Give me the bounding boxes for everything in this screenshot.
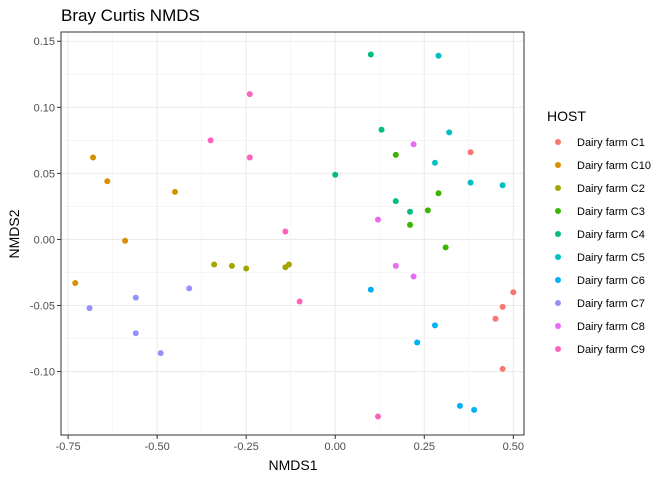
legend-label: Dairy farm C7 [577,298,645,310]
legend-label: Dairy farm C8 [577,321,645,333]
legend-label: Dairy farm C3 [577,206,645,218]
data-point [499,365,506,372]
data-point [296,298,303,305]
plot-panel [61,32,524,435]
data-point [499,182,506,189]
legend-label: Dairy farm C5 [577,252,645,264]
legend-key [555,208,561,214]
legend-label: Dairy farm C4 [577,229,645,241]
legend-title: HOST [547,108,586,124]
data-point [456,402,463,409]
data-point [243,265,250,272]
legend-key [555,277,561,283]
y-tick-label: 0.05 [34,168,55,180]
data-point [414,339,421,346]
data-point [510,289,517,296]
legend-key [555,323,561,329]
data-point [392,151,399,158]
data-point [392,262,399,269]
data-point [492,315,499,322]
y-tick-label: -0.10 [30,367,55,379]
legend-label: Dairy farm C10 [577,160,651,172]
legend-label: Dairy farm C9 [577,344,645,356]
x-axis-label: NMDS1 [268,457,317,473]
y-axis-label: NMDS2 [6,209,22,258]
data-point [86,305,93,312]
data-point [207,137,214,144]
plot-border [60,31,525,436]
legend-key [555,346,561,352]
legend-label: Dairy farm C1 [577,137,645,149]
legend-key [555,231,561,237]
x-tick-label: -0.50 [145,441,170,453]
y-tick-label: 0.00 [34,234,55,246]
y-tick-label: 0.10 [34,102,55,114]
data-point [104,178,111,185]
legend-key [555,162,561,168]
data-point [211,261,218,268]
data-point [171,188,178,195]
data-point [431,322,438,329]
x-tick-label: -0.75 [56,441,81,453]
data-point [435,190,442,197]
data-point [424,207,431,214]
legend-key [555,139,561,145]
data-point [246,91,253,98]
data-point [378,126,385,133]
x-tick-label: 0.50 [503,441,524,453]
data-point [122,237,129,244]
data-point [410,141,417,148]
data-point [367,51,374,58]
x-tick-label: 0.25 [414,441,435,453]
legend-key [555,254,561,260]
data-point [410,273,417,280]
data-point [90,154,97,161]
x-tick-label: 0.00 [325,441,346,453]
data-point [446,129,453,136]
x-tick-label: -0.25 [234,441,259,453]
data-point [72,280,79,287]
data-point [499,303,506,310]
chart-title: Bray Curtis NMDS [61,6,200,25]
data-point [407,221,414,228]
data-point [435,52,442,59]
legend-key [555,185,561,191]
data-point [367,286,374,293]
data-point [157,350,164,357]
legend-key [555,300,561,306]
data-point [132,294,139,301]
legend-label: Dairy farm C2 [577,183,645,195]
data-point [442,244,449,251]
data-point [132,330,139,337]
data-point [228,262,235,269]
data-point [431,159,438,166]
legend-label: Dairy farm C6 [577,275,645,287]
y-tick-label: -0.05 [30,301,55,313]
data-point [282,228,289,235]
data-point [407,208,414,215]
data-point [374,413,381,420]
data-point [285,261,292,268]
data-point [471,406,478,413]
data-point [186,285,193,292]
y-tick-label: 0.15 [34,36,55,48]
data-point [374,216,381,223]
data-point [467,149,474,156]
data-point [392,198,399,205]
data-point [246,154,253,161]
data-point [467,179,474,186]
data-point [332,171,339,178]
